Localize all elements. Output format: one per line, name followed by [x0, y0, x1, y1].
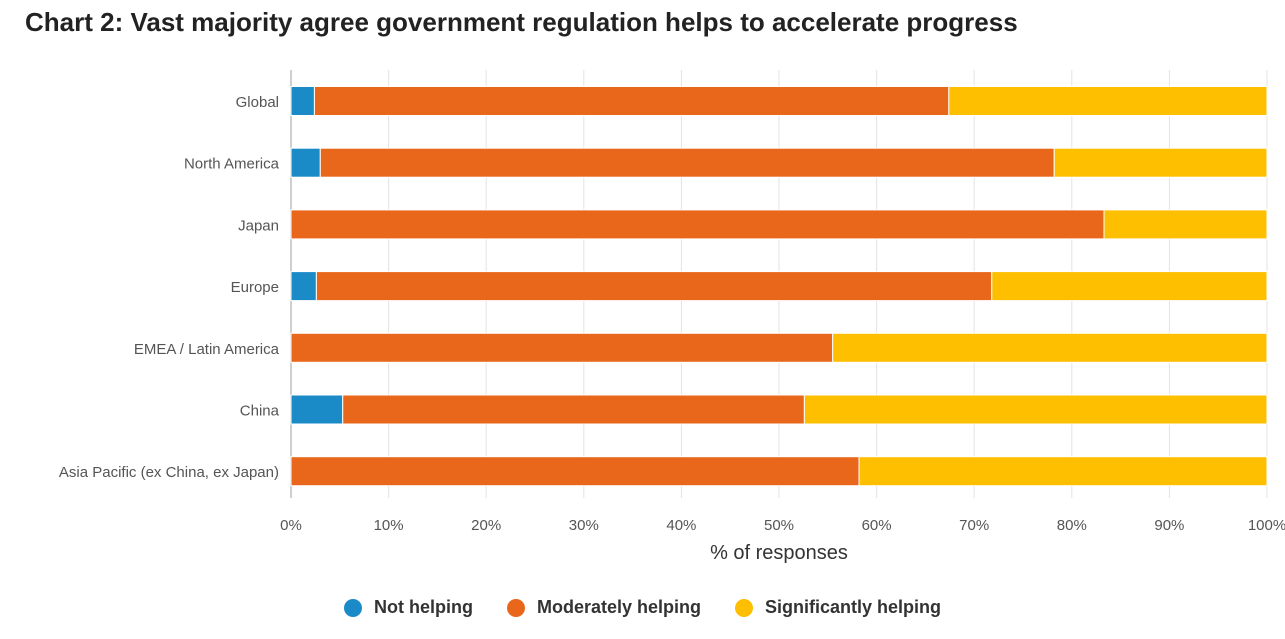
legend-item[interactable]: Significantly helping: [735, 597, 941, 618]
bar-segment[interactable]: [290, 86, 315, 116]
legend-label: Significantly helping: [765, 597, 942, 617]
bar-segment[interactable]: [948, 86, 1268, 116]
x-tick-label: 100%: [1248, 517, 1285, 534]
category-label: Global: [236, 94, 279, 111]
bar-segment[interactable]: [290, 394, 344, 425]
bar-segment[interactable]: [290, 456, 860, 487]
legend-marker: [343, 598, 362, 617]
bar-segment[interactable]: [1103, 209, 1268, 240]
x-tick-label: 0%: [280, 517, 302, 534]
bar-segment[interactable]: [991, 271, 1268, 302]
bars: [290, 86, 1268, 487]
bar-segment[interactable]: [832, 332, 1268, 363]
x-tick-label: 20%: [471, 517, 501, 534]
x-tick-label: 50%: [764, 517, 794, 534]
legend-item[interactable]: Moderately helping: [506, 597, 701, 618]
x-tick-label: 10%: [374, 517, 404, 534]
bar-segment[interactable]: [290, 209, 1105, 240]
bar-segment[interactable]: [1053, 147, 1268, 178]
bar-segment[interactable]: [803, 394, 1268, 425]
category-labels: Global North America Japan Europe EMEA / Lat…: [59, 94, 280, 481]
bar-segment[interactable]: [313, 86, 950, 116]
x-tick-label: 40%: [666, 517, 696, 534]
category-label: China: [240, 403, 280, 420]
x-axis-title: % of responses: [710, 542, 848, 564]
legend-label: Moderately helping: [536, 597, 701, 617]
x-tick-labels: 0% 10% 20% 30% 40% 50% 60% 70% 80% 90% 100%: [280, 517, 1285, 534]
x-tick-label: 70%: [959, 517, 989, 534]
category-label: EMEA / Latin America: [134, 341, 280, 358]
x-tick-label: 30%: [569, 517, 599, 534]
bar-segment[interactable]: [315, 271, 993, 302]
chart-title: Chart 2: Vast majority agree government …: [25, 7, 1018, 37]
bar-segment[interactable]: [858, 456, 1268, 487]
category-label: Europe: [231, 279, 279, 296]
bar-segment[interactable]: [290, 147, 321, 178]
category-label: Japan: [238, 217, 279, 234]
bar-segment[interactable]: [290, 332, 834, 363]
category-label: Asia Pacific (ex China, ex Japan): [59, 464, 279, 481]
legend-marker: [735, 598, 753, 617]
bar-segment[interactable]: [342, 394, 805, 425]
x-tick-label: 90%: [1154, 517, 1184, 534]
x-tick-label: 80%: [1057, 517, 1087, 534]
x-tick-label: 60%: [862, 517, 892, 534]
legend-item[interactable]: Not helping: [343, 597, 473, 618]
bar-segment[interactable]: [319, 147, 1055, 178]
legend-label: Not helping: [373, 597, 473, 617]
category-label: North America: [184, 156, 280, 173]
legend-marker: [506, 598, 525, 617]
bar-segment[interactable]: [290, 271, 317, 302]
legend: Not helping Moderately helping Significant…: [0, 597, 1285, 618]
